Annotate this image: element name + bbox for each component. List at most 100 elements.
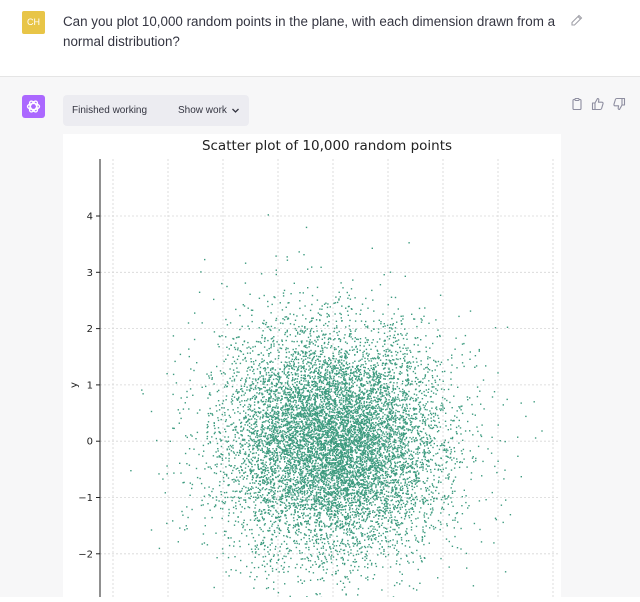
scatter-point (394, 548, 395, 549)
scatter-point (356, 545, 357, 546)
scatter-point (256, 576, 257, 577)
scatter-point (421, 464, 422, 465)
scatter-point (336, 457, 337, 458)
scatter-point (418, 426, 419, 427)
scatter-point (276, 536, 277, 537)
scatter-point (435, 369, 436, 370)
scatter-point (348, 306, 349, 307)
scatter-point (350, 493, 351, 494)
scatter-point (340, 373, 341, 374)
scatter-point (224, 503, 225, 504)
chevron-down-icon[interactable] (231, 106, 240, 115)
scatter-point (322, 339, 323, 340)
scatter-point (379, 506, 380, 507)
scatter-point (378, 462, 379, 463)
scatter-point (373, 389, 374, 390)
scatter-point (183, 408, 184, 409)
edit-icon[interactable] (570, 13, 584, 27)
scatter-point (311, 397, 312, 398)
scatter-point (440, 524, 441, 525)
scatter-point (320, 267, 321, 268)
thumbs-up-icon[interactable] (591, 97, 605, 111)
scatter-point (364, 351, 365, 352)
scatter-point (389, 393, 390, 394)
scatter-point (331, 562, 332, 563)
scatter-point (449, 447, 450, 448)
scatter-point (300, 507, 301, 508)
scatter-point (398, 394, 399, 395)
scatter-point (403, 474, 404, 475)
scatter-point (337, 511, 338, 512)
scatter-point (362, 354, 363, 355)
scatter-point (470, 450, 471, 451)
scatter-point (421, 459, 422, 460)
scatter-point (363, 413, 364, 414)
scatter-point (264, 341, 265, 342)
scatter-point (310, 480, 311, 481)
scatter-point (359, 498, 360, 499)
scatter-point (173, 472, 174, 473)
scatter-point (364, 556, 365, 557)
clipboard-icon[interactable] (570, 97, 584, 111)
scatter-point (190, 482, 191, 483)
scatter-point (309, 387, 310, 388)
scatter-point (361, 414, 362, 415)
show-work-button[interactable]: Show work (178, 105, 227, 116)
scatter-point (367, 551, 368, 552)
scatter-point (350, 415, 351, 416)
scatter-point (316, 319, 317, 320)
scatter-point (322, 412, 323, 413)
scatter-point (439, 422, 440, 423)
scatter-point (308, 369, 309, 370)
scatter-point (498, 424, 499, 425)
scatter-point (352, 467, 353, 468)
scatter-point (336, 446, 337, 447)
scatter-point (233, 507, 234, 508)
scatter-point (300, 365, 301, 366)
scatter-point (362, 427, 363, 428)
thumbs-down-icon[interactable] (612, 97, 626, 111)
scatter-point (261, 436, 262, 437)
scatter-point (317, 484, 318, 485)
scatter-point (309, 466, 310, 467)
scatter-point (248, 459, 249, 460)
scatter-point (228, 458, 229, 459)
scatter-point (383, 471, 384, 472)
scatter-point (349, 460, 350, 461)
scatter-point (473, 456, 474, 457)
scatter-point (231, 473, 232, 474)
scatter-point (303, 425, 304, 426)
scatter-point (276, 562, 277, 563)
scatter-point (376, 522, 377, 523)
scatter-point (295, 328, 296, 329)
scatter-point (291, 433, 292, 434)
scatter-point (284, 445, 285, 446)
scatter-point (327, 537, 328, 538)
scatter-point (409, 420, 410, 421)
scatter-point (424, 483, 425, 484)
scatter-point (188, 322, 189, 323)
scatter-point (314, 397, 315, 398)
scatter-point (313, 543, 314, 544)
scatter-point (330, 436, 331, 437)
scatter-point (426, 437, 427, 438)
scatter-point (319, 470, 320, 471)
scatter-point (181, 511, 182, 512)
scatter-point (381, 438, 382, 439)
scatter-point (384, 325, 385, 326)
scatter-point (369, 503, 370, 504)
scatter-point (283, 489, 284, 490)
scatter-point (417, 430, 418, 431)
scatter-point (243, 418, 244, 419)
scatter-point (238, 437, 239, 438)
scatter-point (359, 522, 360, 523)
scatter-point (291, 341, 292, 342)
scatter-point (273, 479, 274, 480)
scatter-point (211, 468, 212, 469)
scatter-point (407, 488, 408, 489)
scatter-point (328, 339, 329, 340)
scatter-point (360, 366, 361, 367)
scatter-point (403, 393, 404, 394)
scatter-point (320, 395, 321, 396)
scatter-point (405, 515, 406, 516)
